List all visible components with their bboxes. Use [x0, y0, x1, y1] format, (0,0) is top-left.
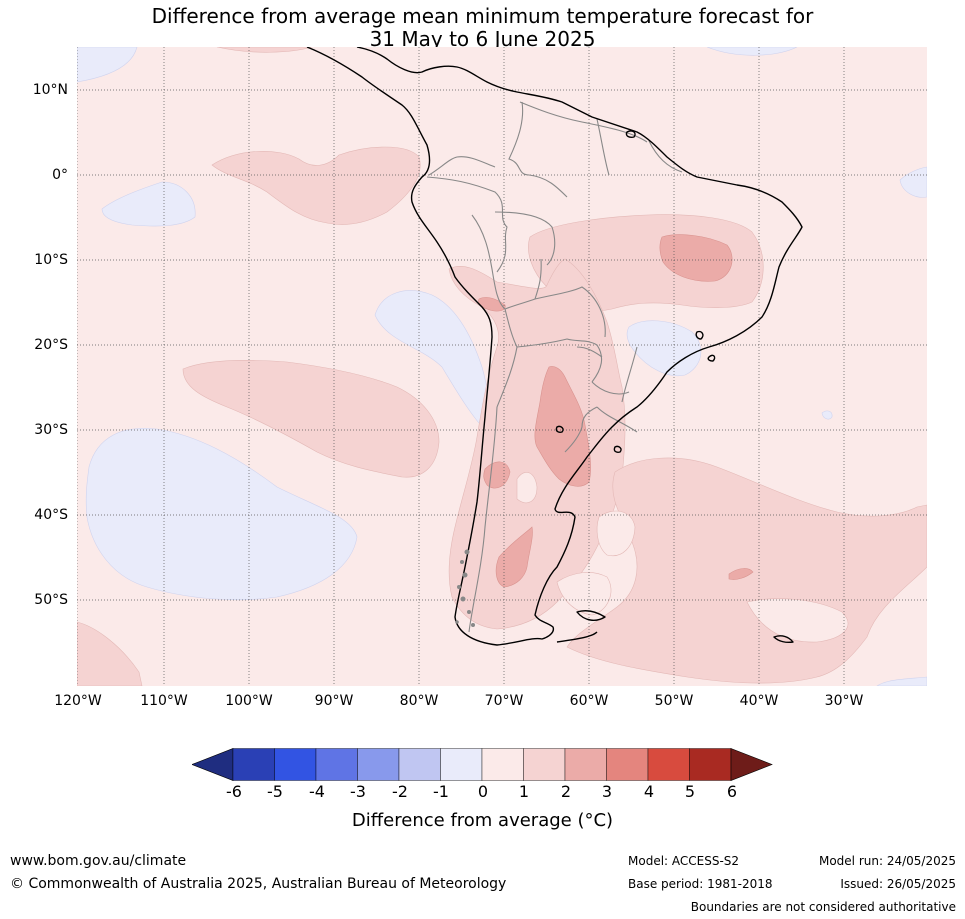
colorbar-segment	[232, 748, 275, 781]
anomaly-area-warmer	[659, 234, 733, 282]
colorbar	[192, 748, 773, 781]
anomaly-area-warmer	[728, 568, 754, 580]
colorbar-segment	[481, 748, 524, 781]
colorbar-segment	[398, 748, 441, 781]
colorbar-tick: -6	[226, 782, 242, 801]
anomaly-area-cool	[101, 181, 196, 227]
anomaly-area-cool	[899, 166, 927, 198]
lat-label-10s: 10°S	[34, 252, 68, 268]
anomaly-area-neutral	[746, 598, 849, 643]
colorbar-segment	[440, 748, 483, 781]
anomaly-area-warm	[211, 146, 421, 225]
anomaly-area-cool	[706, 47, 798, 56]
website-text: www.bom.gov.au/climate	[10, 853, 187, 869]
map-title-line1: Difference from average mean minimum tem…	[151, 4, 814, 28]
colorbar-segment	[564, 748, 607, 781]
colorbar-tick: -3	[350, 782, 366, 801]
lon-label-70w: 70°W	[484, 693, 524, 709]
anomaly-area-cool	[77, 47, 138, 83]
anomaly-area-cool	[85, 427, 358, 601]
lat-label-30s: 30°S	[34, 422, 68, 438]
forecast-map	[77, 47, 927, 686]
coastlines	[306, 47, 803, 646]
anomaly-area-neutral	[556, 572, 612, 616]
colorbar-arrow-high	[730, 748, 773, 781]
base-period-text: Base period: 1981-2018	[628, 877, 773, 891]
colorbar-tick: 6	[726, 782, 738, 801]
colorbar-segment	[357, 748, 400, 781]
lat-label-20s: 20°S	[34, 337, 68, 353]
lon-label-50w: 50°W	[654, 693, 694, 709]
colorbar-tick: -2	[392, 782, 408, 801]
anomaly-area-cool	[821, 410, 833, 420]
anomaly-area-neutral	[516, 472, 538, 503]
lon-label-110w: 110°W	[140, 693, 188, 709]
colorbar-tick: 0	[477, 782, 489, 801]
colorbar-segment	[689, 748, 732, 781]
lon-label-30w: 30°W	[824, 693, 864, 709]
issued-text: Issued: 26/05/2025	[840, 877, 956, 891]
lon-label-120w: 120°W	[54, 693, 102, 709]
lon-label-60w: 60°W	[569, 693, 609, 709]
copyright-text: © Commonwealth of Australia 2025, Austra…	[10, 876, 507, 892]
anomaly-area-warmer	[495, 526, 533, 588]
colorbar-tick: -4	[309, 782, 325, 801]
model-text: Model: ACCESS-S2	[628, 854, 740, 868]
colorbar-tick: 1	[518, 782, 530, 801]
anomaly-area-warm	[77, 621, 143, 686]
archipelago-islands	[455, 549, 475, 627]
lat-label-10n: 10°N	[32, 82, 68, 98]
colorbar-tick: -1	[433, 782, 449, 801]
anomaly-area-neutral	[596, 510, 636, 557]
colorbar-tick: 4	[643, 782, 655, 801]
colorbar-tick: -5	[267, 782, 283, 801]
colorbar-segment	[315, 748, 358, 781]
lat-label-50s: 50°S	[34, 592, 68, 608]
anomaly-area-warm	[182, 359, 440, 478]
anomaly-area-cool	[626, 320, 702, 377]
lon-label-100w: 100°W	[225, 693, 273, 709]
anomaly-area-warmer	[534, 366, 591, 487]
colorbar-tick: 2	[560, 782, 572, 801]
lon-label-90w: 90°W	[314, 693, 354, 709]
colorbar-tick: 3	[601, 782, 613, 801]
country-borders	[426, 101, 683, 633]
anomaly-area-warm	[216, 47, 313, 53]
colorbar-segment	[274, 748, 317, 781]
lon-label-80w: 80°W	[399, 693, 439, 709]
colorbar-tick: 5	[684, 782, 696, 801]
colorbar-title: Difference from average (°C)	[351, 810, 614, 831]
disclaimer-text: Boundaries are not considered authoritat…	[690, 900, 956, 914]
lat-label-40s: 40°S	[34, 507, 68, 523]
anomaly-area-cool	[876, 676, 927, 686]
colorbar-segment	[647, 748, 690, 781]
lon-label-40w: 40°W	[739, 693, 779, 709]
lat-label-equator: 0°	[52, 167, 68, 183]
colorbar-arrow-low	[192, 748, 234, 781]
colorbar-segment	[606, 748, 649, 781]
graticule	[77, 47, 927, 686]
model-run-text: Model run: 24/05/2025	[818, 854, 956, 868]
colorbar-segment	[523, 748, 566, 781]
